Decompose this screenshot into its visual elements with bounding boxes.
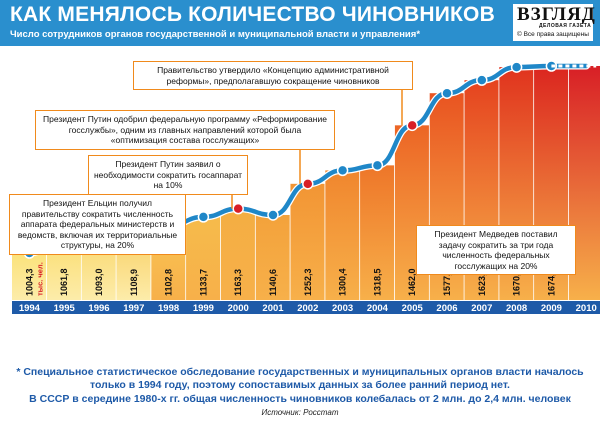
tick-label-2002: 2002 [297, 303, 318, 314]
point-2008 [510, 61, 523, 73]
value-label-1997: 1108,9 [129, 269, 139, 296]
tick-label-1997: 1997 [123, 303, 144, 314]
logo-copyright: © Все права защищены [517, 31, 589, 38]
page-subtitle: Число сотрудников органов государственно… [10, 29, 421, 40]
tick-label-2008: 2008 [506, 303, 527, 314]
tick-label-2001: 2001 [262, 303, 284, 314]
tick-label-1999: 1999 [193, 303, 214, 314]
value-label-2002: 1252,3 [303, 268, 313, 296]
value-label-1995: 1061,8 [59, 268, 69, 296]
bar-2003 [325, 170, 360, 300]
value-label-2009: 1674,7 [546, 268, 556, 296]
value-label-2005: 1462,0 [407, 268, 417, 296]
logo-tagline: ДЕЛОВАЯ ГАЗЕТА [539, 23, 592, 29]
bar-2001 [255, 214, 290, 300]
tick-label-2007: 2007 [471, 303, 492, 314]
logo-name: ВЗГЛЯД [517, 4, 596, 25]
source-note: Источник: Росстат [261, 408, 339, 417]
point-1999 [197, 211, 210, 223]
tick-label-2000: 2000 [228, 303, 249, 314]
point-2002 [302, 178, 314, 190]
value-label-2004: 1318,5 [372, 268, 382, 296]
value-label-2001: 1140,6 [268, 269, 278, 296]
callout-putin-program: Президент Путин одобрил федеральную прог… [35, 110, 335, 150]
value-label-1999: 1133,7 [198, 269, 208, 296]
tick-label-2005: 2005 [402, 303, 424, 314]
header-banner: КАК МЕНЯЛОСЬ КОЛИЧЕСТВО ЧИНОВНИКОВ Число… [0, 0, 600, 46]
callout-admin-reform: Правительство утвердило «Концепцию админ… [133, 61, 413, 90]
tick-label-2004: 2004 [367, 303, 389, 314]
value-label-2003: 1300,4 [338, 268, 348, 296]
tick-label-1995: 1995 [54, 303, 76, 314]
tick-label-2010: 2010 [576, 303, 597, 314]
point-2005 [406, 119, 418, 132]
tick-label-2006: 2006 [436, 303, 457, 314]
bar-2000 [220, 208, 255, 300]
bar-1994 [12, 253, 47, 300]
value-label-1998: 1102,8 [164, 269, 174, 296]
point-2007 [476, 74, 488, 86]
callout-putin-10pct: Президент Путин заявил о необходимости с… [88, 155, 248, 195]
value-label-1996: 1093,0 [94, 268, 104, 296]
bar-2002 [290, 183, 325, 300]
point-2000 [232, 202, 244, 215]
tick-label-2009: 2009 [541, 303, 562, 314]
callout-medvedev: Президент Медведев поставил задачу сокра… [416, 225, 576, 275]
tick-label-1994: 1994 [19, 303, 41, 314]
bar-1999 [186, 216, 221, 300]
bar-2004 [360, 165, 395, 300]
tick-label-2003: 2003 [332, 303, 353, 314]
value-label-2000: 1163,3 [233, 269, 243, 296]
value-label-1994: 1004,3 [24, 268, 34, 296]
tick-label-1996: 1996 [88, 303, 109, 314]
vzglyad-logo[interactable]: ВЗГЛЯД ДЕЛОВАЯ ГАЗЕТА © Все права защище… [513, 4, 596, 41]
tick-label-1998: 1998 [158, 303, 179, 314]
footnote-survey: * Специальное статистическое обследовани… [16, 366, 584, 391]
point-2001 [267, 209, 279, 221]
point-2006 [441, 87, 453, 99]
callout-yeltsin: Президент Ельцин получил правительству с… [9, 194, 186, 255]
value-label-2008: 1670,8 [512, 268, 522, 296]
footnote-ussr: В СССР в середине 1980-х гг. общая числе… [29, 393, 571, 405]
point-2004 [371, 159, 384, 172]
value-label-2007: 1623,9 [477, 268, 487, 296]
year-axis-band [12, 301, 600, 314]
page-title: КАК МЕНЯЛОСЬ КОЛИЧЕСТВО ЧИНОВНИКОВ [10, 3, 495, 26]
unit-label: тыс. чел. [35, 262, 44, 296]
point-2003 [336, 164, 349, 177]
value-label-2006: 1577,2 [442, 268, 452, 296]
